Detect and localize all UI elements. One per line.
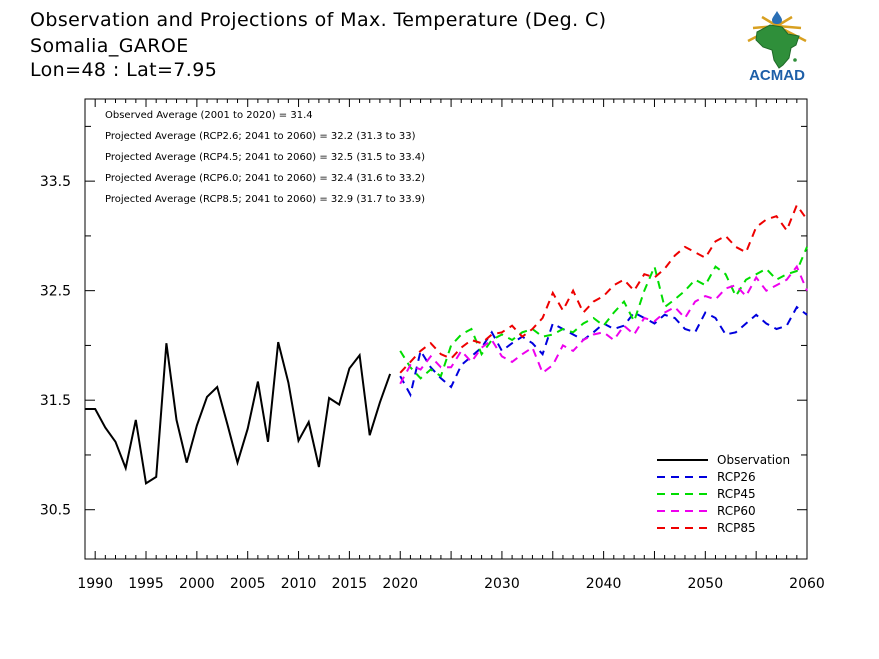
legend-label: RCP85 [717, 521, 756, 535]
y-tick-label: 32.5 [40, 284, 71, 300]
series-line-rcp60 [399, 264, 808, 385]
legend-label: RCP45 [717, 487, 756, 501]
x-tick-label: 2050 [687, 576, 723, 592]
y-tick-label: 33.5 [40, 174, 71, 190]
series-line-rcp85 [399, 203, 808, 374]
y-tick-label: 31.5 [40, 393, 71, 409]
x-tick-label: 2000 [179, 576, 215, 592]
legend-label: Observation [717, 453, 790, 467]
x-tick-label: 2015 [332, 576, 368, 592]
africa-map-logo-icon: ACMAD [747, 11, 807, 84]
annotation-line: Projected Average (RCP2.6; 2041 to 2060)… [105, 131, 416, 142]
annotation-line: Projected Average (RCP6.0; 2041 to 2060)… [105, 173, 425, 184]
chart-title: Observation and Projections of Max. Temp… [30, 9, 607, 31]
legend-label: RCP60 [717, 504, 756, 518]
x-tick-label: 2060 [789, 576, 825, 592]
plot-frame [84, 98, 808, 560]
series-line-rcp26 [399, 305, 808, 398]
legend-label: RCP26 [717, 470, 756, 484]
x-tick-label: 2005 [230, 576, 266, 592]
series-line-rcp45 [399, 246, 808, 380]
x-tick-label: 2010 [281, 576, 317, 592]
x-tick-label: 1995 [128, 576, 164, 592]
x-tick-label: 2020 [382, 576, 418, 592]
axis-ticks [84, 99, 808, 559]
location-coordinates: Lon=48 : Lat=7.95 [30, 59, 218, 81]
location-name: Somalia_GAROE [30, 35, 189, 57]
x-tick-label: 2030 [484, 576, 520, 592]
series-lines [85, 203, 808, 486]
x-tick-label: 1990 [77, 576, 113, 592]
x-axis-tick-labels: 1990 1995 2000 2005 2010 2015 2020 2030 2040 2050… [77, 576, 824, 592]
x-tick-label: 2040 [586, 576, 622, 592]
y-axis-tick-labels: 30.5 31.5 32.5 33.5 [40, 174, 71, 519]
y-tick-label: 30.5 [40, 503, 71, 519]
annotation-line: Observed Average (2001 to 2020) = 31.4 [105, 110, 313, 121]
chart-legend: Observation RCP26 RCP45 RCP60 RCP85 [657, 453, 790, 535]
series-line-observation [85, 341, 392, 486]
acmad-logo-text: ACMAD [749, 67, 805, 84]
projection-annotations: Observed Average (2001 to 2020) = 31.4 Pr… [105, 110, 425, 205]
annotation-line: Projected Average (RCP8.5; 2041 to 2060)… [105, 194, 425, 205]
annotation-line: Projected Average (RCP4.5; 2041 to 2060)… [105, 152, 425, 163]
